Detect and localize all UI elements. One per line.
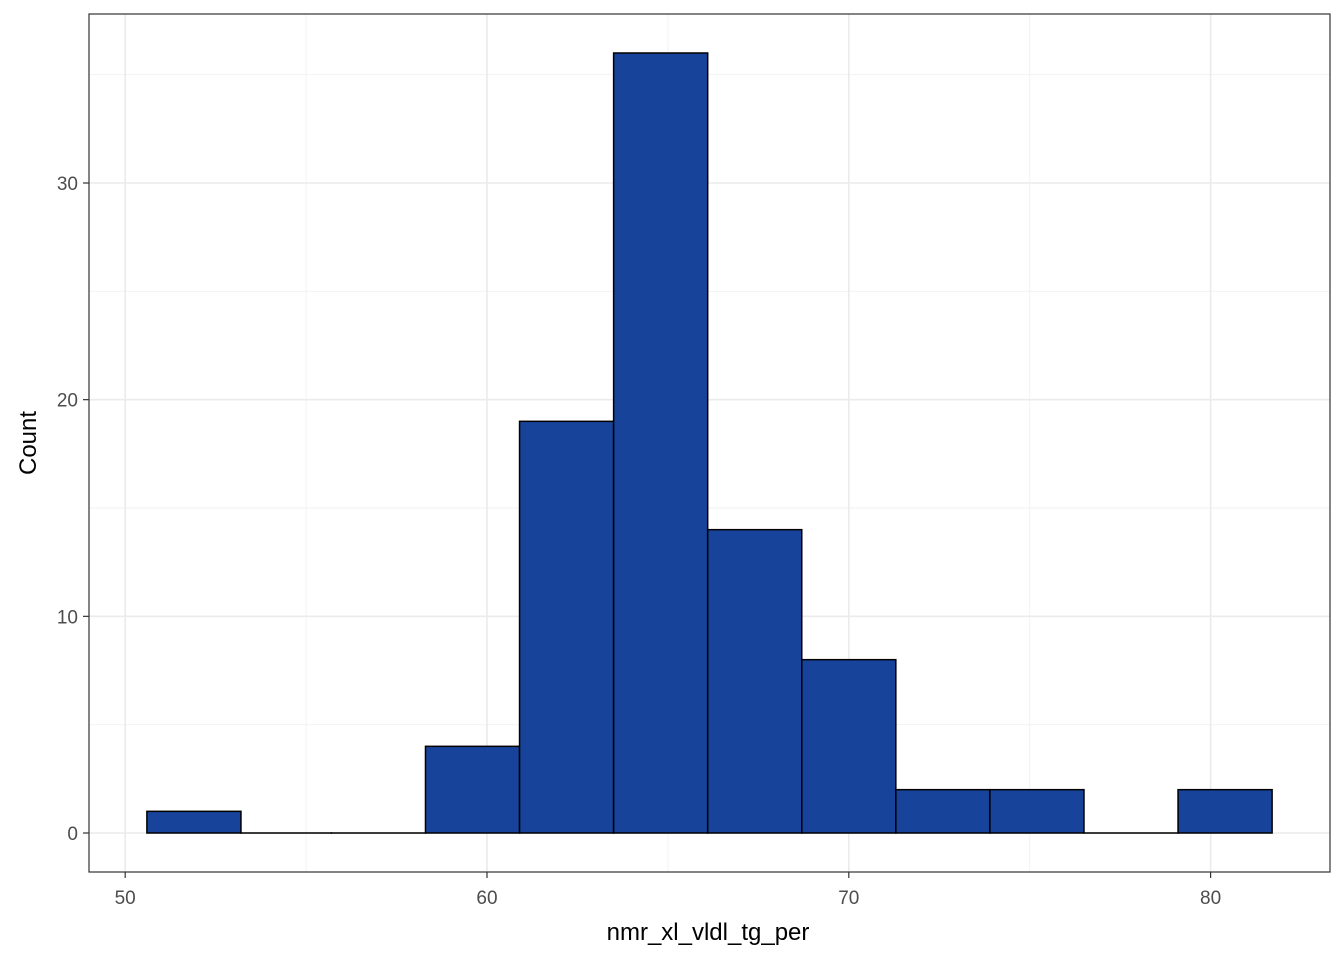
axis-ticks — [83, 182, 1212, 878]
histogram-bar — [801, 658, 897, 834]
y-tick-label: 30 — [57, 174, 78, 195]
x-tick-label: 70 — [838, 888, 859, 909]
x-tick-label: 60 — [476, 888, 497, 909]
panel-border — [88, 13, 1331, 873]
histogram-bar — [518, 420, 615, 834]
histogram-bar — [146, 810, 242, 834]
histogram-bars — [146, 52, 1273, 834]
axis-tick-labels: 50 60 70 80 0 10 20 30 — [57, 174, 1221, 909]
y-tick-label: 0 — [67, 824, 78, 845]
x-tick-label: 50 — [115, 888, 136, 909]
y-tick-label: 10 — [57, 607, 78, 628]
histogram-bar — [1177, 788, 1273, 834]
y-axis-title: Count — [15, 411, 42, 475]
histogram-bar — [424, 745, 521, 834]
histogram-bar — [706, 528, 803, 834]
x-tick-label: 80 — [1200, 888, 1221, 909]
histogram-bar — [895, 788, 991, 834]
y-tick-label: 20 — [57, 391, 78, 412]
histogram-bar — [612, 52, 709, 834]
x-axis-title: nmr_xl_vldl_tg_per — [607, 919, 810, 946]
histogram-bar — [989, 788, 1085, 834]
